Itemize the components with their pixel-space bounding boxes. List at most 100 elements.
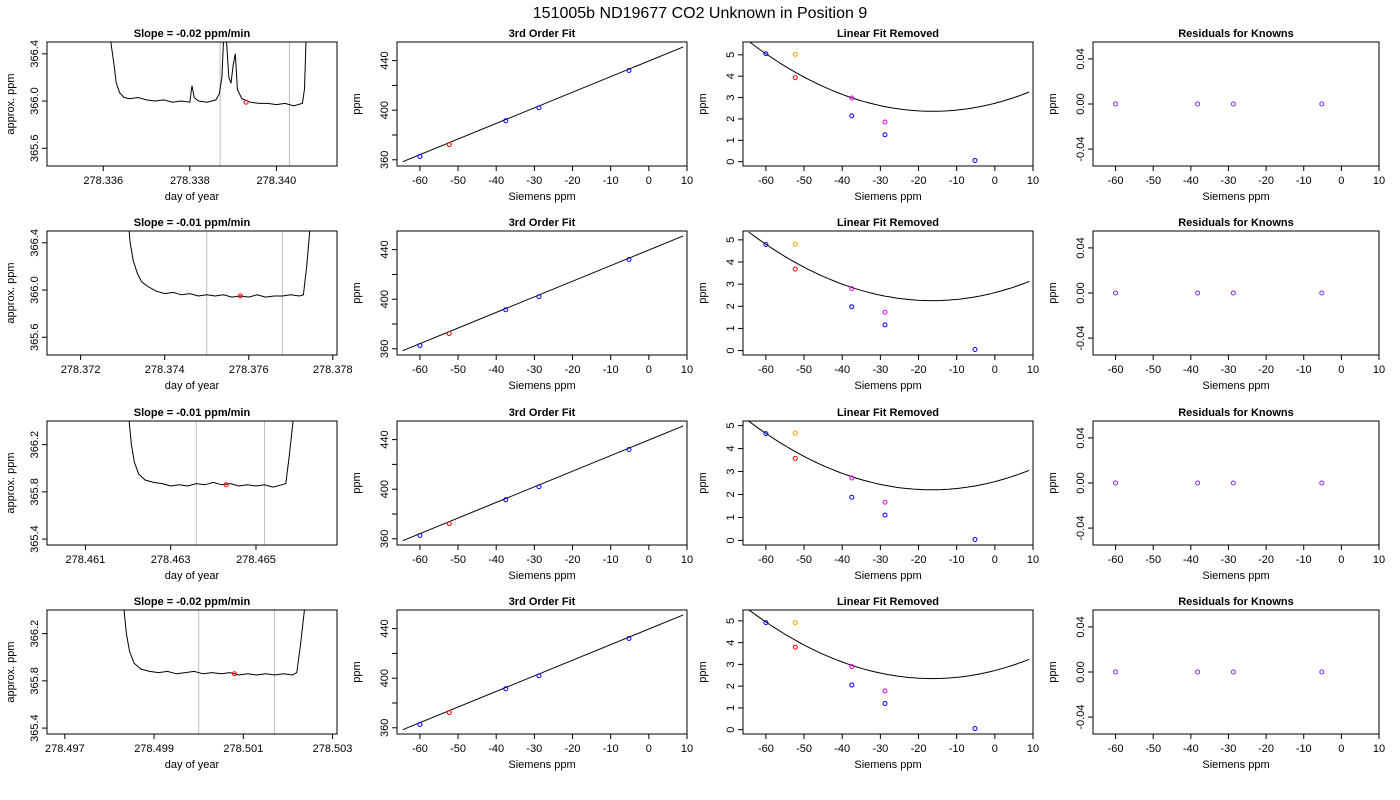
- plot-frame: [742, 230, 1034, 356]
- residual-curve: [748, 421, 1030, 491]
- fit-line: [402, 46, 684, 163]
- unknown-point: [446, 521, 452, 527]
- y-tick-label: 3: [725, 95, 737, 101]
- data-layer: [1113, 669, 1325, 675]
- x-tick-label: -40: [488, 364, 504, 376]
- x-tick-label: -10: [603, 175, 619, 187]
- known-point: [972, 726, 978, 732]
- x-tick-label: -30: [872, 364, 888, 376]
- known-point: [849, 113, 855, 119]
- x-tick-label: -30: [526, 175, 542, 187]
- residual-point: [1195, 669, 1201, 675]
- known-point: [763, 242, 769, 248]
- unknown-point: [446, 142, 452, 148]
- known-point: [536, 105, 542, 111]
- known-point: [626, 447, 632, 453]
- x-tick-label: -50: [796, 175, 812, 187]
- x-tick-label: -10: [949, 364, 965, 376]
- y-tick-label: 0: [725, 537, 737, 543]
- known-point: [417, 153, 423, 159]
- residual-point: [1319, 290, 1325, 296]
- x-tick-label: -30: [872, 175, 888, 187]
- y-axis-label: ppm: [697, 472, 709, 493]
- plot-frame: [46, 609, 338, 735]
- x-tick-label: 278.374: [145, 364, 185, 376]
- x-tick-label: 0: [646, 175, 652, 187]
- panel-title: Residuals for Knowns: [1178, 596, 1294, 608]
- y-tick-label: 0.04: [1075, 237, 1087, 258]
- y-tick-label: 365.4: [29, 714, 41, 742]
- x-tick-label: -30: [526, 554, 542, 566]
- residual-curve: [748, 610, 1030, 680]
- panel-fit-2: 3rd Order Fit -60 -50 -40 -30 -20 -10 0 10 360 400…: [351, 217, 693, 392]
- data-layer: [402, 46, 684, 163]
- orange-point: [792, 620, 798, 626]
- x-tick-label: -30: [1221, 364, 1237, 376]
- x-tick-label: -50: [1145, 554, 1161, 566]
- magenta-point: [882, 309, 888, 315]
- y-tick-label: 1: [725, 137, 737, 143]
- x-tick-label: -60: [412, 364, 428, 376]
- y-tick-label: 3: [725, 281, 737, 287]
- known-point: [417, 532, 423, 538]
- y-tick-label: 0.00: [1075, 472, 1087, 493]
- x-tick-label: -50: [450, 554, 466, 566]
- x-tick-label: 278.372: [61, 364, 101, 376]
- panel-title: Residuals for Knowns: [1178, 407, 1294, 419]
- y-tick-label: 365.6: [29, 135, 41, 163]
- panel-linear-4: Linear Fit Removed -60 -50 -40 -30 -20 -10 0 10 0…: [697, 596, 1039, 771]
- x-tick-label: -50: [1145, 743, 1161, 755]
- orange-point: [792, 241, 798, 247]
- data-layer: [748, 231, 1030, 352]
- residual-point: [1230, 480, 1236, 486]
- y-tick-label: 2: [725, 303, 737, 309]
- panel-resid-4: Residuals for Knowns -60 -50 -40 -30 -20 -10 0 1…: [1047, 596, 1385, 771]
- y-axis-label: ppm: [697, 661, 709, 682]
- x-tick-label: -50: [450, 175, 466, 187]
- y-tick-label: -0.04: [1075, 137, 1087, 162]
- x-tick-label: -40: [488, 175, 504, 187]
- panel-title: 3rd Order Fit: [509, 217, 576, 229]
- x-tick-label: -60: [412, 743, 428, 755]
- x-tick-label: 10: [1373, 554, 1385, 566]
- x-tick-label: -20: [911, 743, 927, 755]
- x-tick-label: 278.461: [65, 554, 105, 566]
- x-axis-label: Siemens ppm: [1202, 191, 1269, 203]
- x-tick-label: 278.503: [313, 743, 353, 755]
- residual-point: [1113, 480, 1119, 486]
- y-tick-label: 400: [379, 290, 391, 308]
- plot-frame: [396, 420, 688, 546]
- x-tick-label: 278.501: [223, 743, 263, 755]
- residual-point: [1113, 101, 1119, 107]
- panel-title: Slope = -0.02 ppm/min: [134, 596, 251, 608]
- magenta-point: [882, 688, 888, 694]
- x-tick-label: -40: [1183, 364, 1199, 376]
- y-tick-label: 0: [725, 159, 737, 165]
- x-tick-label: 0: [1338, 554, 1344, 566]
- known-point: [882, 512, 888, 518]
- known-point: [849, 682, 855, 688]
- x-tick-label: -60: [758, 175, 774, 187]
- residual-point: [1113, 669, 1119, 675]
- plot-frame: [1092, 420, 1380, 546]
- x-tick-label: -60: [1108, 554, 1124, 566]
- known-point: [503, 686, 509, 692]
- magenta-point: [849, 475, 855, 481]
- panel-resid-1: Residuals for Knowns -60 -50 -40 -30 -20 -10 0 1…: [1047, 28, 1385, 203]
- y-axis-label: ppm: [697, 282, 709, 303]
- trace-line: [110, 42, 307, 107]
- plot-frame: [1092, 609, 1380, 735]
- residual-point: [1319, 101, 1325, 107]
- y-tick-label: 365.6: [29, 324, 41, 352]
- unknown-point: [792, 75, 798, 81]
- x-tick-label: -10: [603, 743, 619, 755]
- panel-fit-4: 3rd Order Fit -60 -50 -40 -30 -20 -10 0 10 360 400…: [351, 596, 693, 771]
- x-tick-label: -60: [1108, 175, 1124, 187]
- plot-frame: [46, 41, 338, 167]
- y-axis-label: ppm: [351, 661, 363, 682]
- x-tick-label: 10: [681, 743, 693, 755]
- residual-curve: [748, 231, 1030, 302]
- known-point: [849, 494, 855, 500]
- plot-frame: [1092, 41, 1380, 167]
- x-tick-label: -10: [949, 554, 965, 566]
